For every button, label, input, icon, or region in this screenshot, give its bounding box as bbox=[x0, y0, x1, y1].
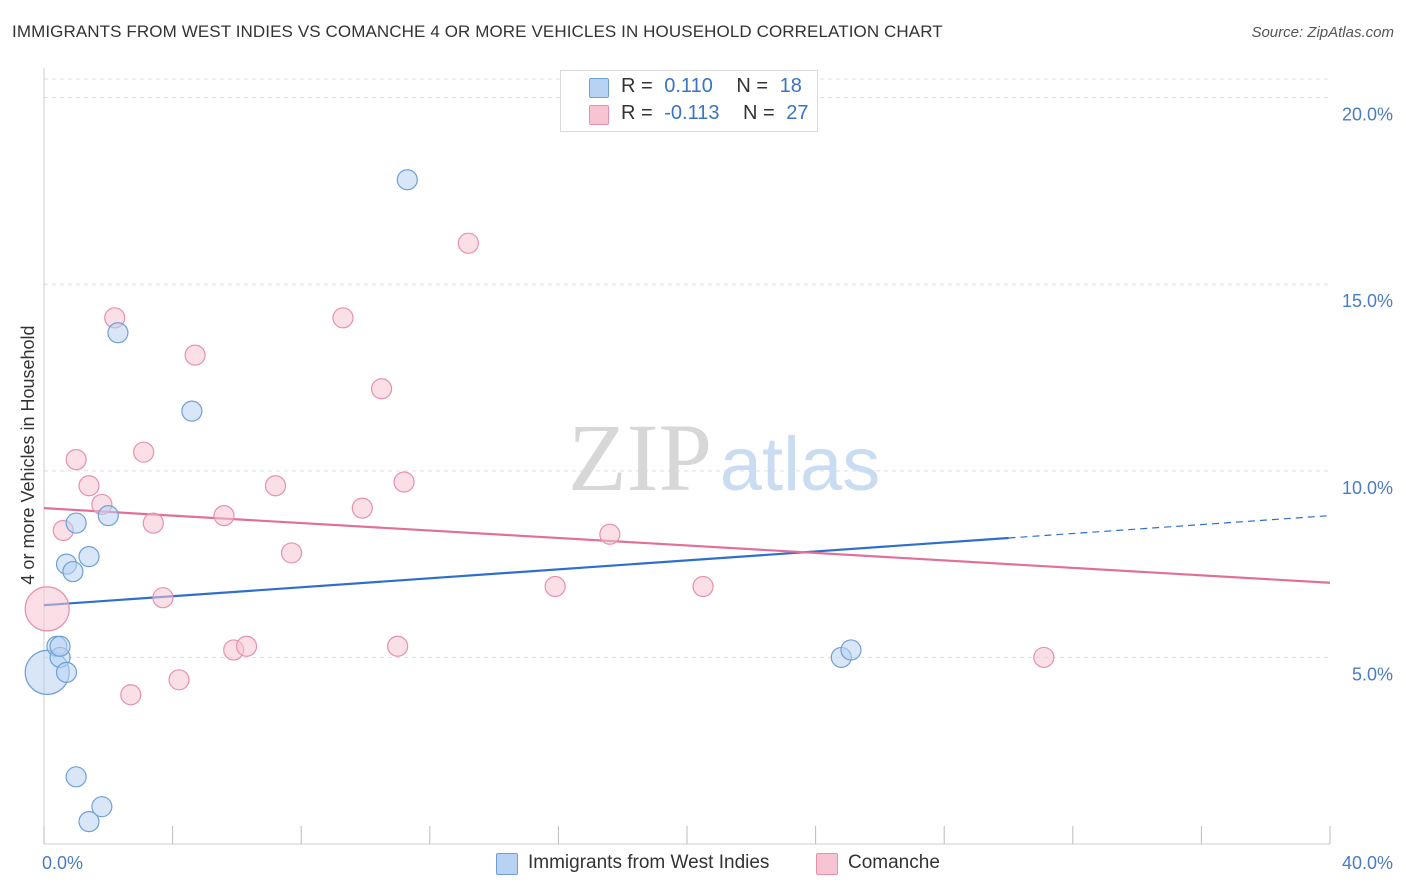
data-point-west-indies bbox=[49, 635, 71, 657]
data-point-west-indies bbox=[62, 560, 84, 583]
bottom-legend-label-blue: Immigrants from West Indies bbox=[528, 852, 770, 873]
legend-r-value-pink: -0.113 bbox=[664, 102, 720, 124]
data-point-comanche bbox=[152, 587, 174, 609]
data-point-west-indies bbox=[78, 546, 100, 568]
data-point-west-indies bbox=[55, 661, 78, 683]
trend-line-pink bbox=[43, 507, 1331, 584]
chart-title: IMMIGRANTS FROM WEST INDIES VS COMANCHE … bbox=[12, 22, 943, 41]
y-axis-title: 4 or more Vehicles in Household bbox=[18, 325, 38, 584]
data-point-west-indies bbox=[65, 766, 87, 788]
bottom-legend-swatch-blue bbox=[496, 853, 518, 875]
y-tick-label: 20.0% bbox=[1342, 105, 1393, 125]
data-point-comanche bbox=[387, 635, 409, 657]
data-point-comanche bbox=[184, 344, 206, 366]
legend-r-label: R = bbox=[621, 102, 653, 124]
data-point-comanche bbox=[264, 475, 287, 497]
data-point-west-indies bbox=[181, 400, 203, 422]
legend-r-label: R = bbox=[621, 75, 653, 97]
trend-line-blue-extension bbox=[1008, 515, 1331, 539]
data-point-comanche bbox=[351, 497, 373, 519]
data-point-comanche bbox=[213, 505, 235, 527]
legend-n-label: N = bbox=[743, 102, 775, 124]
correlation-legend: R = 0.110 N = 18 R = -0.113 N = 27 bbox=[560, 70, 818, 132]
data-point-west-indies bbox=[107, 322, 129, 344]
data-point-west-indies bbox=[840, 639, 862, 661]
legend-n-label: N = bbox=[736, 75, 769, 97]
y-tick-label: 15.0% bbox=[1342, 291, 1393, 311]
watermark-zip: ZIP bbox=[568, 404, 712, 511]
data-point-west-indies bbox=[97, 505, 119, 527]
data-point-west-indies bbox=[396, 169, 418, 191]
points-layer bbox=[24, 169, 1055, 833]
data-point-comanche bbox=[332, 307, 354, 329]
data-point-comanche bbox=[370, 378, 393, 400]
legend-swatch-pink bbox=[589, 105, 609, 125]
bottom-legend-label-pink: Comanche bbox=[848, 852, 940, 873]
data-point-comanche bbox=[1033, 646, 1055, 669]
legend-r-value-blue: 0.110 bbox=[664, 75, 713, 97]
bottom-legend-swatch-pink bbox=[816, 853, 838, 875]
trend-layer bbox=[43, 507, 1331, 607]
data-point-comanche bbox=[280, 542, 303, 564]
data-point-comanche bbox=[457, 232, 479, 254]
data-point-comanche bbox=[78, 475, 100, 497]
data-point-comanche bbox=[692, 575, 714, 598]
watermark-atlas: atlas bbox=[720, 422, 881, 507]
data-point-west-indies bbox=[91, 796, 113, 818]
x-tick-label: 40.0% bbox=[1342, 853, 1393, 873]
data-point-comanche bbox=[142, 512, 164, 534]
legend-n-value-blue: 18 bbox=[779, 75, 802, 97]
data-point-comanche bbox=[24, 586, 70, 632]
data-point-comanche bbox=[599, 523, 621, 545]
legend-swatch-blue bbox=[589, 78, 609, 98]
data-point-west-indies bbox=[78, 811, 100, 833]
data-point-comanche bbox=[235, 635, 258, 657]
legend-n-value-pink: 27 bbox=[786, 102, 809, 124]
data-point-comanche bbox=[65, 449, 87, 471]
trend-line-blue bbox=[43, 536, 1009, 607]
data-point-comanche bbox=[120, 684, 142, 706]
y-tick-label: 5.0% bbox=[1352, 664, 1393, 684]
x-tick-label: 0.0% bbox=[42, 853, 83, 873]
data-point-comanche bbox=[168, 669, 190, 691]
watermark: ZIP atlas bbox=[568, 404, 880, 511]
data-point-comanche bbox=[393, 471, 415, 493]
data-point-comanche bbox=[133, 441, 155, 463]
y-tick-label: 10.0% bbox=[1342, 478, 1393, 498]
source-label: Source: ZipAtlas.com bbox=[1251, 24, 1394, 41]
axis-layer: 5.0% 10.0% 15.0% 20.0% 0.0% 40.0% bbox=[42, 68, 1393, 873]
data-point-comanche bbox=[544, 575, 566, 598]
data-point-west-indies bbox=[65, 512, 87, 534]
